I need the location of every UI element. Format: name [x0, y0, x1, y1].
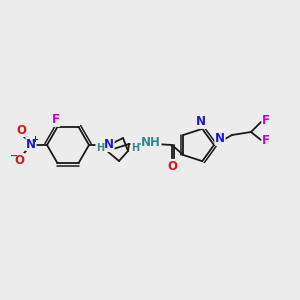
Text: NH: NH — [141, 136, 161, 149]
Text: H: H — [131, 143, 139, 153]
Text: O: O — [16, 124, 26, 136]
Text: O: O — [14, 154, 24, 166]
Text: F: F — [262, 134, 270, 148]
Text: O: O — [167, 160, 177, 172]
Text: +: + — [32, 134, 38, 143]
Text: F: F — [52, 113, 59, 126]
Text: F: F — [262, 115, 270, 128]
Text: H: H — [96, 143, 104, 153]
Text: N: N — [196, 115, 206, 128]
Text: −: − — [10, 151, 18, 161]
Text: N: N — [26, 137, 36, 151]
Text: N: N — [104, 139, 114, 152]
Text: N: N — [215, 131, 225, 145]
